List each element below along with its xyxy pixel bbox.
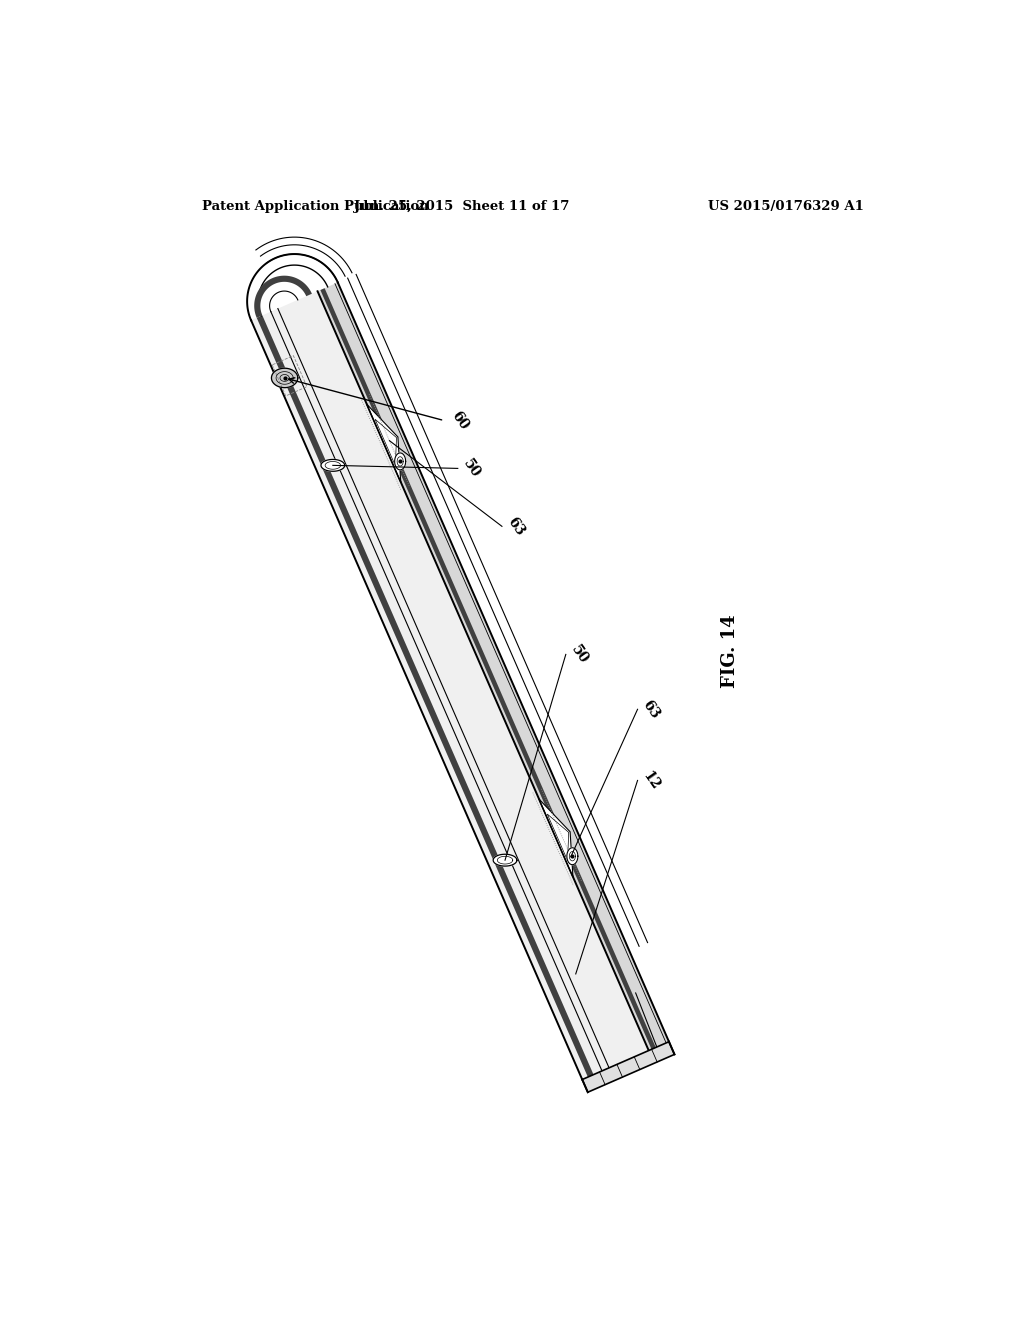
Text: 63: 63 <box>504 515 526 539</box>
Text: 50: 50 <box>568 643 591 667</box>
Polygon shape <box>254 276 312 318</box>
Text: 60: 60 <box>449 409 471 433</box>
Text: US 2015/0176329 A1: US 2015/0176329 A1 <box>708 201 864 213</box>
Polygon shape <box>367 404 400 482</box>
Polygon shape <box>494 854 517 866</box>
Polygon shape <box>583 1041 675 1092</box>
Text: Jun. 25, 2015  Sheet 11 of 17: Jun. 25, 2015 Sheet 11 of 17 <box>354 201 569 213</box>
Polygon shape <box>317 282 669 1051</box>
Polygon shape <box>394 453 406 470</box>
Text: 50: 50 <box>460 457 482 480</box>
Polygon shape <box>257 315 594 1077</box>
Text: 63: 63 <box>640 697 663 721</box>
Polygon shape <box>321 288 655 1049</box>
Text: 12: 12 <box>640 768 663 792</box>
Text: Patent Application Publication: Patent Application Publication <box>202 201 428 213</box>
Polygon shape <box>271 368 298 388</box>
Polygon shape <box>567 847 578 865</box>
Polygon shape <box>539 799 572 876</box>
Text: FIG. 14: FIG. 14 <box>721 615 738 688</box>
Polygon shape <box>321 459 345 471</box>
Polygon shape <box>251 292 649 1080</box>
